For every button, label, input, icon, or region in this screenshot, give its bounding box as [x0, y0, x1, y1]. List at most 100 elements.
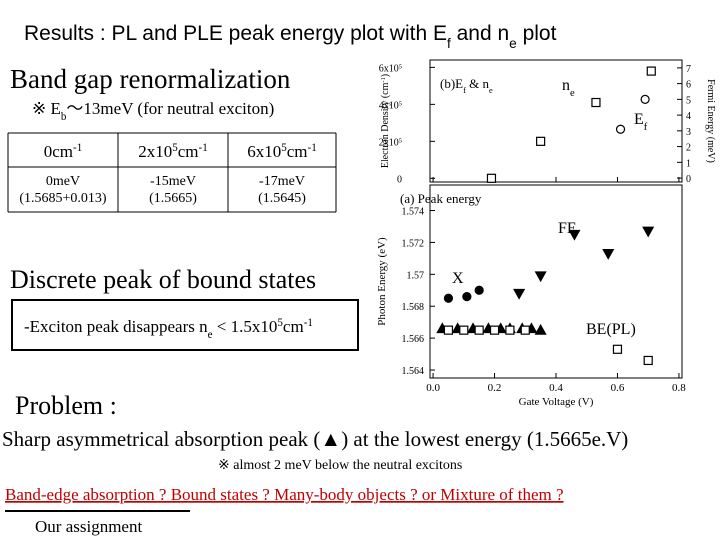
table-cell: (1.5645) — [258, 191, 306, 206]
text-part: 0cm — [44, 142, 73, 161]
marker — [612, 344, 623, 354]
table: 0cm-1 2x105cm-1 6x105cm-10meV(1.5685+0.013… — [7, 132, 337, 213]
marker — [642, 226, 655, 238]
table-cell: (1.5685+0.013) — [19, 191, 107, 206]
y-tick-label: 2x105 — [379, 137, 402, 149]
text-part: cm — [178, 142, 199, 161]
y-tick-label: 6x105 — [379, 63, 402, 75]
text-part: 2x10 — [379, 137, 399, 148]
text-part: ) — [380, 74, 391, 77]
panel-label: (b)Ef & ne — [440, 76, 493, 95]
marker — [459, 325, 469, 335]
discrete-heading: Discrete peak of bound states — [10, 265, 316, 294]
text-part: and n — [451, 22, 509, 45]
text-part: e — [208, 329, 213, 341]
x-tick-label: 0.8 — [672, 382, 686, 394]
text-part: 4x10 — [379, 100, 399, 111]
marker — [443, 325, 454, 335]
text-part: e — [489, 85, 493, 95]
series-label: BE(PL) — [586, 321, 636, 338]
table-cell: (1.5665) — [149, 191, 197, 206]
marker — [513, 288, 526, 300]
exciton-note: -Exciton peak disappears ne < 1.5x105cm-… — [24, 317, 313, 341]
text-part: f — [644, 122, 648, 133]
text-part: Results : PL and PLE peak energy plot wi… — [24, 22, 447, 45]
plot-frame — [429, 184, 683, 379]
text-part: e — [509, 36, 517, 51]
text-part: < 1.5x10 — [213, 317, 278, 336]
text-part: f — [447, 36, 451, 51]
text-part: 5 — [277, 317, 283, 329]
text-part: 5 — [399, 63, 402, 70]
table-cell: -17meV — [259, 174, 305, 189]
marker — [602, 248, 615, 260]
text-part: ※ E — [32, 99, 61, 118]
y-tick-label: 1.566 — [402, 334, 425, 345]
marker — [534, 323, 547, 335]
heading: Band gap renormalization — [10, 64, 291, 94]
text-part: b — [61, 111, 67, 123]
marker — [486, 173, 497, 183]
text-part: cm — [283, 317, 304, 336]
assignment: Our assignment — [35, 517, 142, 536]
marker — [591, 97, 601, 108]
y2-tick-label: 1 — [686, 158, 691, 169]
marker — [640, 94, 650, 104]
question: Band-edge absorption ? Bound states ? Ma… — [5, 485, 564, 504]
table-cell: -15meV — [150, 174, 196, 189]
text-part: (b)E — [440, 76, 463, 91]
marker — [505, 325, 515, 335]
y-tick-label: 1.572 — [402, 238, 425, 249]
marker — [646, 66, 656, 76]
text-part: -1 — [199, 142, 208, 154]
text-part: 6x10 — [379, 63, 399, 74]
series-label: Ef — [634, 111, 648, 133]
x-tick-label: 0.4 — [549, 382, 563, 394]
series-label: FE — [558, 220, 577, 237]
y2-axis-label: Fermi Energy (meV) — [705, 79, 716, 163]
text-part: cm — [287, 142, 308, 161]
marker — [534, 271, 547, 283]
text-part: 0 — [397, 174, 402, 185]
marker — [462, 292, 472, 302]
problem-text: Sharp asymmetrical absorption peak (▲) a… — [2, 427, 628, 451]
y2-tick-label: 5 — [686, 95, 691, 106]
text-part: -1 — [308, 142, 317, 154]
text-part: 2x10 — [138, 142, 172, 161]
y-axis-label: Electron Density (cm-1) — [380, 74, 392, 168]
text-part: 5 — [399, 137, 402, 144]
x-tick-label: 0.6 — [611, 382, 625, 394]
text-part: Electron Density (cm — [380, 82, 391, 168]
text-part: plot — [517, 22, 557, 45]
y2-tick-label: 6 — [686, 80, 691, 91]
series-label: X — [452, 270, 464, 287]
text-part: -1 — [380, 77, 387, 82]
table-header: 6x105cm-1 — [247, 142, 317, 161]
table-header: 2x105cm-1 — [138, 142, 208, 161]
text-part: f — [463, 85, 466, 95]
y-tick-label: 1.57 — [407, 270, 425, 281]
marker — [474, 325, 484, 335]
marker — [489, 325, 500, 335]
marker — [536, 136, 546, 146]
text-part: ～13meV (for neutral exciton) — [66, 99, 274, 118]
problem-heading: Problem : — [15, 391, 117, 420]
x-tick-label: 0.0 — [426, 382, 440, 394]
text-part: 6x10 — [247, 142, 281, 161]
table-cell: 0meV — [46, 174, 80, 189]
text-part: -Exciton peak disappears n — [24, 317, 208, 336]
text-part: -1 — [304, 317, 313, 329]
exciton-box — [11, 299, 359, 351]
text-part: -1 — [73, 142, 82, 154]
y-tick-label: 1.568 — [402, 302, 425, 313]
text-part: n — [562, 77, 570, 94]
y2-tick-label: 0 — [686, 174, 691, 185]
note: ※ Eb～13meV (for neutral exciton) — [32, 99, 274, 123]
text-part: 5 — [172, 142, 178, 154]
text-part: 5 — [399, 100, 402, 107]
series-label: ne — [562, 77, 575, 99]
marker — [474, 285, 484, 295]
text-part: & n — [466, 76, 490, 91]
